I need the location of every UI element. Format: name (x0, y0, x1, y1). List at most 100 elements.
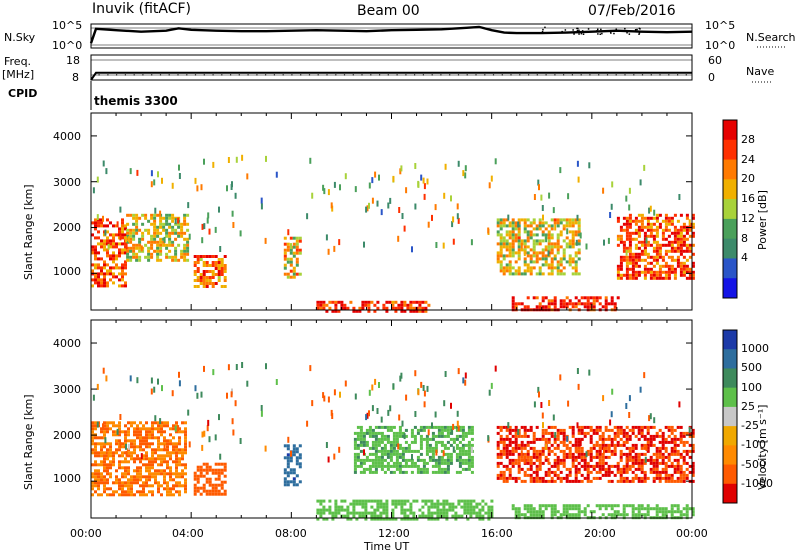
power-cell (667, 276, 671, 280)
power-cell (541, 254, 545, 258)
velocity-cell (535, 437, 539, 441)
velocity-cell (514, 437, 518, 441)
velocity-cell (406, 514, 410, 518)
power-cell (529, 260, 533, 264)
velocity-cell (145, 451, 148, 455)
velocity-cell (118, 478, 121, 482)
noise-search-dot (638, 33, 640, 35)
power-cell (223, 285, 227, 288)
power-cbar-tick: 12 (741, 211, 755, 225)
velocity-cell (634, 434, 638, 438)
velocity-cell (395, 440, 399, 444)
power-cell (196, 258, 200, 261)
velocity-cell (340, 508, 344, 512)
power-cell (532, 221, 536, 225)
velocity-cell (127, 469, 130, 473)
power-cell (547, 245, 551, 249)
power-cell (550, 227, 554, 231)
velocity-cell (166, 451, 169, 455)
velocity-cell (637, 464, 641, 468)
velocity-cell (374, 467, 378, 471)
velocity-cell (470, 428, 474, 432)
velocity-cell (520, 479, 524, 483)
velocity-ytick-3000: 3000 (53, 383, 81, 396)
velocity-cell (607, 504, 611, 508)
velocity-cell (392, 425, 396, 429)
power-cell (532, 233, 536, 237)
velocity-cell (368, 467, 372, 471)
velocity-cell (652, 437, 656, 441)
power-cell (129, 234, 133, 238)
power-sparse-echo (545, 236, 548, 243)
power-cell (118, 230, 121, 234)
velocity-cell (395, 464, 399, 468)
velocity-cell (286, 462, 290, 466)
velocity-cell (673, 440, 677, 444)
power-cell (171, 255, 175, 259)
velocity-cell (406, 508, 410, 512)
power-cell (676, 237, 680, 241)
velocity-sparse-echo (378, 382, 380, 388)
power-cell (673, 273, 677, 277)
velocity-cell (157, 421, 160, 425)
velocity-cell (109, 460, 112, 464)
velocity-cell (613, 431, 617, 435)
power-cbar-segment (723, 139, 737, 161)
velocity-cell (145, 445, 148, 449)
velocity-cell (127, 472, 130, 476)
velocity-cell (559, 440, 563, 444)
velocity-cell (136, 454, 139, 458)
power-cell (418, 303, 422, 307)
power-cell (121, 242, 124, 246)
power-cell (676, 258, 680, 262)
power-cell (526, 245, 530, 249)
velocity-cell (169, 454, 172, 458)
power-sparse-echo (234, 192, 237, 199)
power-cell (138, 240, 142, 244)
velocity-cell (130, 439, 133, 443)
velocity-cell (502, 464, 506, 468)
velocity-cell (292, 453, 296, 457)
velocity-cell (157, 448, 160, 452)
power-cell (186, 228, 190, 232)
velocity-cell (169, 442, 172, 446)
power-cell (124, 227, 127, 231)
velocity-cell (502, 440, 506, 444)
velocity-cell (502, 479, 506, 483)
power-cell (156, 231, 160, 235)
velocity-cell (523, 507, 527, 511)
velocity-cell (386, 461, 390, 465)
velocity-cell (511, 504, 515, 508)
power-cell (385, 306, 389, 310)
velocity-cell (356, 452, 360, 456)
velocity-cell (160, 421, 163, 425)
velocity-cell (337, 505, 341, 509)
power-cell (550, 224, 554, 228)
velocity-cell (652, 452, 656, 456)
velocity-cell (622, 470, 626, 474)
velocity-cell (607, 443, 611, 447)
velocity-cell (446, 470, 450, 474)
velocity-sparse-echo (136, 377, 139, 384)
velocity-cell (613, 434, 617, 438)
velocity-cell (166, 460, 169, 464)
velocity-cell (529, 513, 533, 517)
velocity-sparse-echo (226, 392, 228, 399)
velocity-cell (425, 446, 429, 450)
power-cell (643, 216, 647, 220)
velocity-cell (106, 478, 109, 482)
velocity-cell (634, 458, 638, 462)
power-cell (628, 258, 632, 262)
velocity-sparse-echo (420, 381, 423, 388)
velocity-cell (553, 458, 557, 462)
velocity-cbar-tick: 1000 (741, 342, 769, 356)
power-cell (535, 239, 539, 243)
velocity-sparse-echo (264, 445, 267, 452)
velocity-cell (130, 454, 133, 458)
velocity-cell (160, 430, 163, 434)
power-cell (124, 263, 127, 267)
velocity-cell (371, 464, 375, 468)
power-cell (664, 228, 668, 232)
velocity-cell (91, 421, 94, 425)
power-cell (373, 303, 377, 307)
